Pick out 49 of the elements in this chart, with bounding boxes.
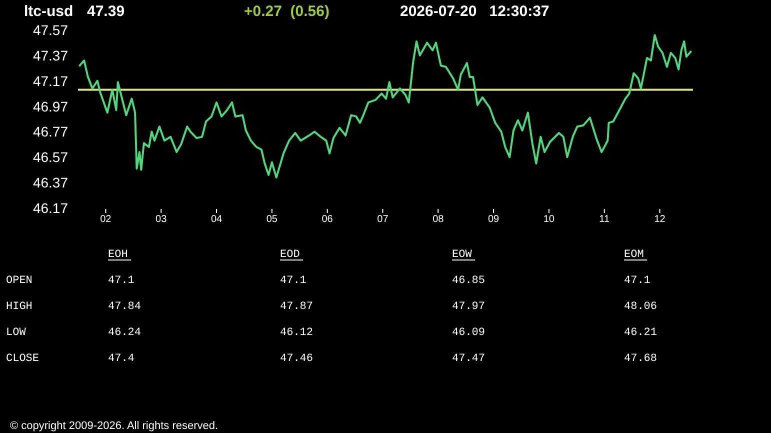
chart-title: ltc-usd	[24, 3, 74, 20]
y-tick-label: OPEN	[6, 275, 32, 287]
y-tick-label: 46.37	[32, 174, 68, 191]
y-tick-label: HIGH	[6, 301, 32, 313]
x-tick-label: 06	[322, 214, 334, 225]
x-tick-label: EOM	[624, 249, 644, 261]
y-tick-label: 47.17	[32, 72, 68, 89]
x-tick-label: 03	[156, 214, 168, 225]
x-tick-label: 10	[543, 214, 555, 225]
data-label: 46.24	[108, 327, 142, 339]
data-label: 47.97	[452, 301, 486, 313]
data-label: 48.06	[624, 301, 658, 313]
y-tick-label: 46.77	[32, 124, 68, 140]
data-label: 47.47	[452, 353, 486, 365]
data-label: 47.1	[280, 275, 307, 287]
data-label: 46.21	[624, 327, 658, 339]
y-tick-label: CLOSE	[6, 353, 40, 365]
data-label: 47.68	[624, 353, 658, 365]
data-label: 46.85	[452, 275, 486, 287]
x-tick-label: 04	[210, 214, 223, 225]
x-tick-label: 05	[266, 214, 278, 225]
x-tick-label: EOW	[452, 249, 472, 261]
y-tick-label: LOW	[6, 327, 26, 339]
x-tick-label: 08	[432, 214, 444, 225]
y-tick-label: 47.57	[32, 22, 68, 38]
y-tick-label: 46.57	[32, 149, 68, 166]
x-tick-label: 02	[100, 214, 112, 225]
data-label: 47.1	[624, 275, 651, 287]
y-tick-label: 46.97	[32, 98, 68, 114]
text: © copyright 2009-2026. All rights reserved.	[10, 420, 218, 432]
y-tick-label: 47.37	[32, 47, 68, 64]
x-tick-label: 11	[599, 214, 610, 225]
data-label: 46.09	[452, 327, 486, 339]
x-tick-label: EOD	[280, 249, 300, 261]
x-tick-label: 07	[377, 214, 389, 225]
x-tick-label: 09	[488, 214, 500, 225]
data-label: 46.12	[280, 327, 314, 339]
text: +0.27 (0.56)	[244, 3, 330, 20]
line-series	[78, 34, 692, 178]
data-label: 47.87	[280, 301, 314, 313]
data-label: 47.1	[108, 275, 135, 287]
data-label: 47.84	[108, 301, 142, 313]
data-label: 47.46	[280, 353, 314, 365]
x-tick-label: EOH	[108, 249, 128, 261]
y-tick-label: 46.17	[32, 200, 68, 216]
text: 2026-07-20 12:30:37	[400, 3, 550, 20]
x-tick-label: 12	[654, 214, 666, 225]
text: 47.39	[87, 3, 125, 20]
data-label: 47.4	[108, 353, 135, 365]
